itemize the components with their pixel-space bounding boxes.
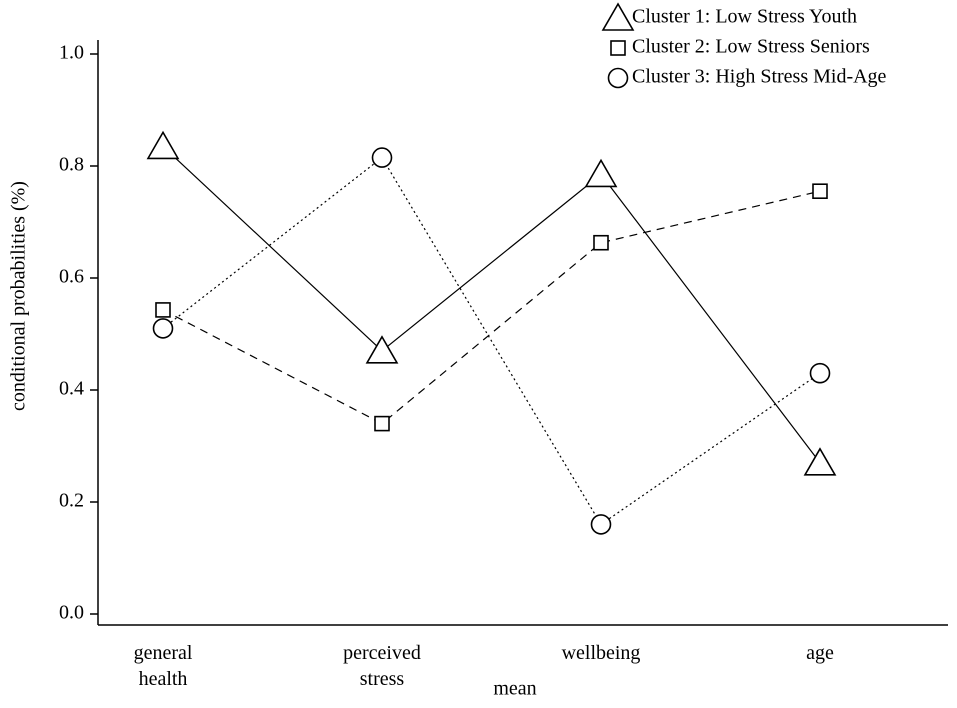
legend-marker: [601, 2, 635, 31]
series-line: [162, 156, 821, 526]
data-point: [803, 447, 837, 476]
data-point: [365, 335, 399, 364]
data-point: [584, 158, 618, 188]
y-axis-label: conditional probabilities (%): [8, 181, 30, 411]
y-tick-label: 0.6: [59, 266, 84, 288]
y-tick-label: 0.4: [59, 378, 84, 400]
data-point: [590, 514, 612, 535]
legend-label: Cluster 2: Low Stress Seniors: [632, 36, 870, 58]
data-point: [374, 415, 390, 432]
legend-label: Cluster 3: High Stress Mid-Age: [632, 66, 887, 88]
data-point: [809, 362, 831, 384]
y-tick-label: 0.8: [59, 154, 84, 176]
legend-marker: [610, 40, 626, 56]
x-tick-label: perceived stress: [343, 642, 421, 690]
data-point: [146, 130, 180, 160]
data-point: [371, 147, 393, 168]
series-line: [162, 145, 821, 464]
data-point: [155, 302, 171, 318]
y-tick-label: 0.0: [59, 602, 84, 624]
x-tick-label: general health: [133, 642, 193, 690]
legend-label: Cluster 1: Low Stress Youth: [632, 6, 857, 28]
legend-marker: [607, 67, 629, 89]
y-tick-label: 0.2: [59, 490, 84, 512]
data-point: [593, 234, 609, 251]
x-tick-label: wellbeing: [561, 642, 641, 664]
data-point: [152, 318, 174, 339]
y-tick-label: 1.0: [59, 42, 84, 64]
x-tick-label: age: [806, 642, 834, 664]
data-point: [812, 183, 828, 199]
series-line: [162, 190, 821, 425]
x-axis-label: mean: [493, 678, 536, 700]
